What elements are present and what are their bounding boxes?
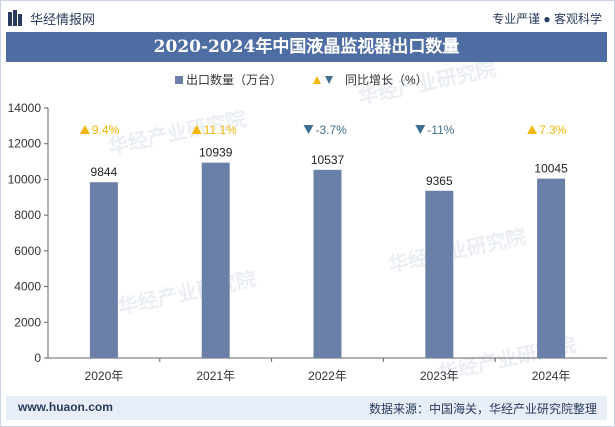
x-axis: 2020年 2021年 2022年 2023年 2024年 bbox=[85, 358, 571, 383]
legend-up-arrow-icon bbox=[313, 76, 321, 84]
watermark-text: 华经产业研究院 bbox=[386, 224, 528, 277]
watermarks: 华经产业研究院 华经产业研究院 华经产业研究院 华经产业研究院 华经产业研究院 bbox=[106, 62, 578, 385]
legend-label-growth: 同比增长（%） bbox=[345, 73, 428, 87]
y-tick-label: 10000 bbox=[8, 172, 42, 186]
legend-label-quantity: 出口数量（万台） bbox=[186, 72, 282, 87]
growth-value-label: 9.4% bbox=[92, 123, 120, 137]
y-tick-label: 14000 bbox=[8, 101, 42, 115]
y-tick-label: 4000 bbox=[14, 280, 41, 294]
x-tick-label: 2020年 bbox=[85, 369, 124, 383]
bar-value-label: 10939 bbox=[199, 146, 233, 160]
bar bbox=[425, 190, 454, 358]
bars: 9844 10939 10537 9365 10045 bbox=[89, 146, 568, 358]
bar-chart: 华经产业研究院 华经产业研究院 华经产业研究院 华经产业研究院 华经产业研究院 … bbox=[8, 62, 607, 385]
bar-value-label: 9844 bbox=[91, 165, 118, 179]
growth-up-arrow-icon bbox=[527, 125, 538, 134]
bar bbox=[201, 162, 230, 358]
brand-name: 华经情报网 bbox=[30, 12, 96, 27]
growth-labels: 9.4% 11.1% -3.7% -11% 7.3% bbox=[79, 123, 567, 137]
growth-up-arrow-icon bbox=[79, 125, 90, 134]
y-tick-label: 0 bbox=[34, 351, 41, 365]
bar bbox=[537, 178, 566, 358]
y-tick-label: 6000 bbox=[14, 244, 41, 258]
y-axis: 0 2000 4000 6000 8000 10000 12000 14000 bbox=[8, 101, 48, 365]
growth-value-label: 11.1% bbox=[204, 123, 237, 137]
bar bbox=[313, 169, 342, 358]
bar-value-label: 9365 bbox=[426, 174, 453, 188]
top-bar: 华经情报网 专业严谨 ● 客观科学 bbox=[8, 8, 606, 30]
tagline: 专业严谨 ● 客观科学 bbox=[492, 12, 602, 26]
x-tick-label: 2024年 bbox=[532, 369, 571, 383]
bar bbox=[89, 182, 118, 358]
x-tick-label: 2021年 bbox=[196, 369, 235, 383]
title-bar: 2020-2024年中国液晶监视器出口数量 bbox=[6, 32, 607, 62]
brand-logo-icon bbox=[8, 10, 22, 26]
legend-down-arrow-icon bbox=[325, 76, 333, 84]
chart-title: 2020-2024年中国液晶监视器出口数量 bbox=[153, 37, 460, 57]
site-url[interactable]: www.huaon.com bbox=[18, 400, 113, 414]
y-tick-label: 12000 bbox=[8, 137, 42, 151]
bar-value-label: 10045 bbox=[534, 162, 568, 176]
growth-value-label: -11% bbox=[427, 123, 454, 137]
y-tick-label: 2000 bbox=[14, 315, 41, 329]
bar-value-label: 10537 bbox=[311, 153, 345, 167]
footer: www.huaon.com 数据来源：中国海关，华经产业研究院整理 bbox=[6, 396, 607, 420]
x-tick-label: 2022年 bbox=[308, 369, 347, 383]
growth-value-label: 7.3% bbox=[539, 123, 567, 137]
y-tick-label: 8000 bbox=[14, 208, 41, 222]
data-source: 数据来源：中国海关，华经产业研究院整理 bbox=[368, 402, 597, 416]
watermark-text: 华经产业研究院 bbox=[116, 266, 258, 319]
legend: 出口数量（万台） 同比增长（%） bbox=[175, 72, 428, 87]
growth-value-label: -3.7% bbox=[316, 123, 348, 137]
x-tick-label: 2023年 bbox=[420, 369, 459, 383]
legend-bar-swatch bbox=[175, 76, 183, 84]
growth-up-arrow-icon bbox=[191, 125, 202, 134]
growth-down-arrow-icon bbox=[303, 125, 314, 134]
growth-down-arrow-icon bbox=[415, 125, 426, 134]
